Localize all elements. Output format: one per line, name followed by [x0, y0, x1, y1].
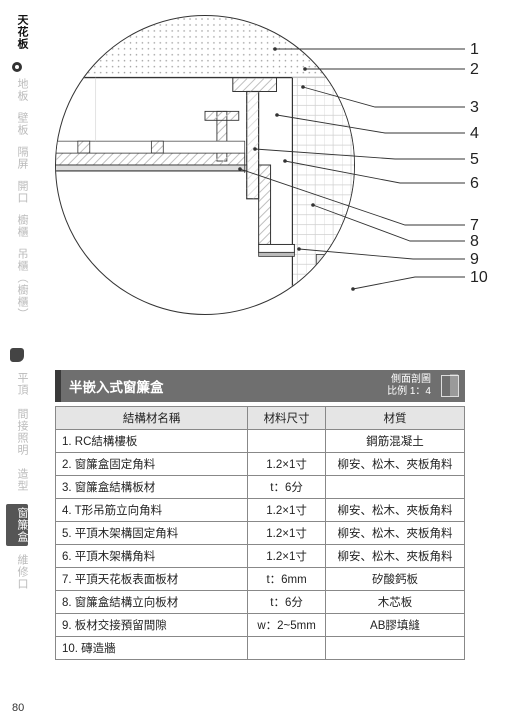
table-row: 4. T形吊筋立向角料1.2×1寸柳安、松木、夾板角料	[56, 499, 465, 522]
table-row: 2. 窗簾盒固定角料1.2×1寸柳安、松木、夾板角料	[56, 453, 465, 476]
materials-table: 結構材名稱 材料尺寸 材質 1. RC結構樓板鋼筋混凝土2. 窗簾盒固定角料1.…	[55, 406, 465, 660]
page-number: 80	[12, 702, 24, 714]
cell-size: 1.2×1寸	[248, 453, 326, 476]
cell-size	[248, 430, 326, 453]
leaf-icon	[6, 348, 28, 362]
callout-1: 1	[470, 41, 490, 59]
callout-2: 2	[470, 61, 490, 79]
cell-size: t：6分	[248, 476, 326, 499]
table-row: 8. 窗簾盒結構立向板材t：6分木芯板	[56, 591, 465, 614]
side-tab-indirect: 間接照明	[6, 408, 28, 456]
side-tab-curtainbox-active: 窗簾盒	[6, 504, 28, 546]
cell-mat	[325, 476, 464, 499]
cell-name: 5. 平頂木架構固定角料	[56, 522, 248, 545]
cell-mat: AB膠填縫	[325, 614, 464, 637]
table-header-row: 結構材名稱 材料尺寸 材質	[56, 407, 465, 430]
side-tab-hanging: 吊櫃（櫥櫃）	[6, 248, 28, 320]
cell-mat	[325, 637, 464, 660]
scale-label: 側面剖圖 比例 1：4	[387, 374, 437, 398]
callout-4: 4	[470, 125, 490, 143]
table-row: 10. 磚造牆	[56, 637, 465, 660]
cell-size: t：6mm	[248, 568, 326, 591]
cell-name: 3. 窗簾盒結構板材	[56, 476, 248, 499]
section-view-icon	[441, 375, 459, 397]
callout-3: 3	[470, 99, 490, 117]
side-tab-style: 造型	[6, 468, 28, 492]
callout-6: 6	[470, 175, 490, 193]
table-row: 9. 板材交接預留間隙w：2~5mmAB膠填縫	[56, 614, 465, 637]
cell-size: 1.2×1寸	[248, 522, 326, 545]
cell-name: 2. 窗簾盒固定角料	[56, 453, 248, 476]
side-tab-wall: 壁板	[6, 112, 28, 136]
callout-5: 5	[470, 151, 490, 169]
side-tab-ceiling: 天花板	[6, 14, 28, 50]
table-row: 3. 窗簾盒結構板材t：6分	[56, 476, 465, 499]
cell-mat: 柳安、松木、夾板角料	[325, 522, 464, 545]
side-dot-icon	[6, 60, 28, 74]
callout-9: 9	[470, 251, 490, 269]
callout-layer: 1 2 3 4 5 6 7 8 9 10	[355, 15, 505, 315]
callout-8: 8	[470, 233, 490, 251]
cell-size: t：6分	[248, 591, 326, 614]
side-tab-flat: 平頂	[6, 372, 28, 396]
side-tab-access: 維修口	[6, 554, 28, 590]
th-mat: 材質	[325, 407, 464, 430]
cell-name: 6. 平頂木架構角料	[56, 545, 248, 568]
cell-mat: 柳安、松木、夾板角料	[325, 453, 464, 476]
side-tab-floor: 地板	[6, 78, 28, 102]
cell-name: 9. 板材交接預留間隙	[56, 614, 248, 637]
side-tab-opening: 開口	[6, 180, 28, 204]
th-size: 材料尺寸	[248, 407, 326, 430]
cell-size	[248, 637, 326, 660]
cell-mat: 木芯板	[325, 591, 464, 614]
cell-mat: 柳安、松木、夾板角料	[325, 499, 464, 522]
cell-mat: 鋼筋混凝土	[325, 430, 464, 453]
scale-label-1: 側面剖圖	[387, 374, 431, 386]
table-row: 7. 平頂天花板表面板材t：6mm矽酸鈣板	[56, 568, 465, 591]
callout-10: 10	[470, 269, 490, 287]
cell-size: w：2~5mm	[248, 614, 326, 637]
cell-name: 7. 平頂天花板表面板材	[56, 568, 248, 591]
table-row: 6. 平頂木架構角料1.2×1寸柳安、松木、夾板角料	[56, 545, 465, 568]
sidebar: 天花板 地板 壁板 隔屏 開口 櫥櫃 吊櫃（櫥櫃） 平頂 間接照明 造型 窗簾盒…	[0, 0, 34, 690]
scale-label-2: 比例 1：4	[387, 386, 431, 398]
section-title: 半嵌入式窗簾盒	[61, 376, 387, 396]
table-row: 1. RC結構樓板 鋼筋混凝土	[56, 430, 465, 453]
table-row: 5. 平頂木架構固定角料1.2×1寸柳安、松木、夾板角料	[56, 522, 465, 545]
cell-mat: 柳安、松木、夾板角料	[325, 545, 464, 568]
cell-name: 4. T形吊筋立向角料	[56, 499, 248, 522]
cell-name: 8. 窗簾盒結構立向板材	[56, 591, 248, 614]
side-tab-screen: 隔屏	[6, 146, 28, 170]
cell-name: 10. 磚造牆	[56, 637, 248, 660]
side-tab-cabinet: 櫥櫃	[6, 214, 28, 238]
cell-mat: 矽酸鈣板	[325, 568, 464, 591]
cell-name: 1. RC結構樓板	[56, 430, 248, 453]
cell-size: 1.2×1寸	[248, 499, 326, 522]
th-name: 結構材名稱	[56, 407, 248, 430]
cell-size: 1.2×1寸	[248, 545, 326, 568]
section-title-bar: 半嵌入式窗簾盒 側面剖圖 比例 1：4	[55, 370, 465, 402]
